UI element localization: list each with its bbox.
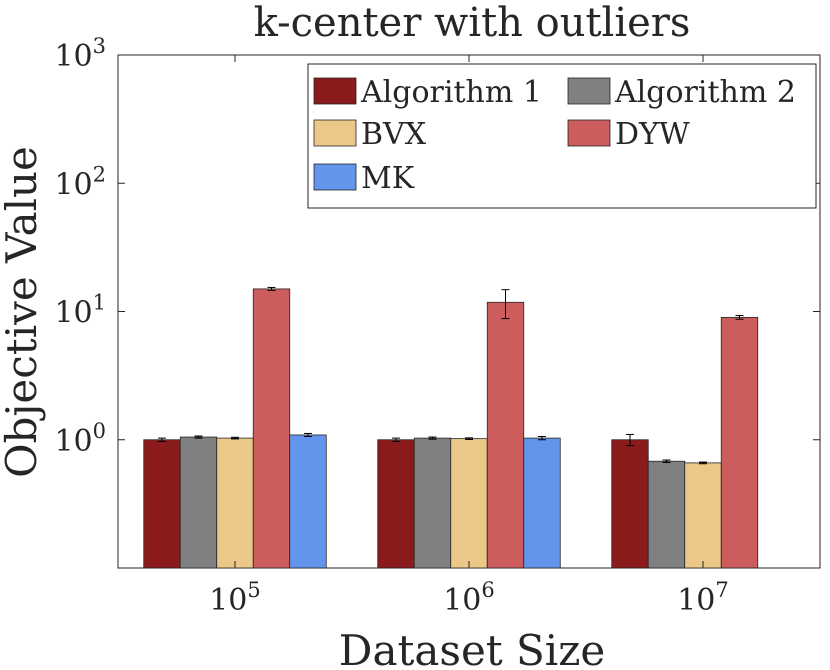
bar xyxy=(413,437,452,569)
y-tick-label: 101 xyxy=(54,291,106,331)
bar xyxy=(252,288,291,569)
legend-box xyxy=(307,63,817,209)
bar xyxy=(486,301,525,569)
bar xyxy=(523,437,561,569)
legend-label: BVX xyxy=(361,117,427,152)
x-tick-label: 107 xyxy=(677,578,729,618)
x-axis-label: Dataset Size xyxy=(339,626,605,670)
x-axis-ticks: 105 106 107 xyxy=(209,55,729,618)
legend-swatch xyxy=(313,77,357,105)
legend-swatch xyxy=(567,119,611,147)
bar xyxy=(377,439,415,569)
bar xyxy=(179,436,218,569)
legend-label: Algorithm 1 xyxy=(360,75,542,110)
y-tick-label: 103 xyxy=(54,34,106,74)
legend-label: DYW xyxy=(615,117,690,152)
bar xyxy=(143,439,181,569)
legend-swatch xyxy=(567,77,611,105)
x-tick-label: 105 xyxy=(209,578,261,618)
y-axis-label: Objective Value xyxy=(0,146,46,478)
bar xyxy=(647,460,686,569)
y-tick-label: 102 xyxy=(54,162,106,202)
bar xyxy=(611,439,649,569)
bar xyxy=(216,437,254,569)
bar xyxy=(720,316,759,569)
legend-swatch xyxy=(313,163,357,191)
x-tick-label: 106 xyxy=(443,578,495,618)
legend-label: Algorithm 2 xyxy=(614,75,796,110)
bar xyxy=(450,438,488,569)
y-tick-label: 100 xyxy=(54,419,106,459)
legend: Algorithm 1 Algorithm 2 BVX DYW MK xyxy=(307,63,817,209)
y-axis-ticks: 100 101 102 103 xyxy=(54,34,820,459)
bar xyxy=(289,434,327,569)
bar xyxy=(684,462,722,569)
legend-label: MK xyxy=(361,161,415,196)
legend-swatch xyxy=(313,119,357,147)
bars-group xyxy=(143,286,759,569)
chart-title: k-center with outliers xyxy=(254,0,691,46)
